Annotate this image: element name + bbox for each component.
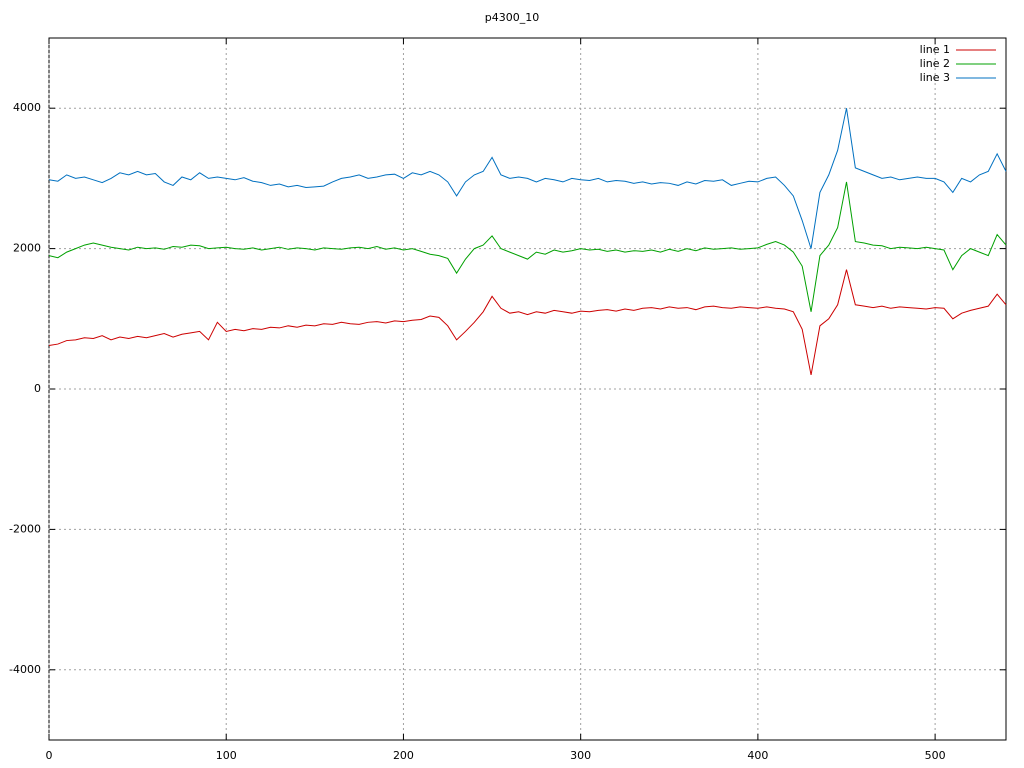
x-tick-label: 200 [393,749,414,762]
x-tick-label: 0 [46,749,53,762]
x-tick-label: 400 [747,749,768,762]
legend-label: line 3 [920,71,950,84]
y-tick-label: -4000 [9,663,41,676]
data-line [48,108,1007,249]
data-line [48,181,1007,312]
y-tick-label: -2000 [9,522,41,535]
legend-label: line 2 [920,57,950,70]
legend-label: line 1 [920,43,950,56]
y-tick-label: 2000 [13,242,41,255]
x-tick-label: 300 [570,749,591,762]
y-tick-label: 4000 [13,101,41,114]
x-tick-label: 500 [925,749,946,762]
x-tick-label: 100 [216,749,237,762]
y-tick-label: 0 [34,382,41,395]
plot-frame [48,37,1007,741]
chart-title: p4300_10 [485,11,539,24]
data-line [48,269,1007,376]
